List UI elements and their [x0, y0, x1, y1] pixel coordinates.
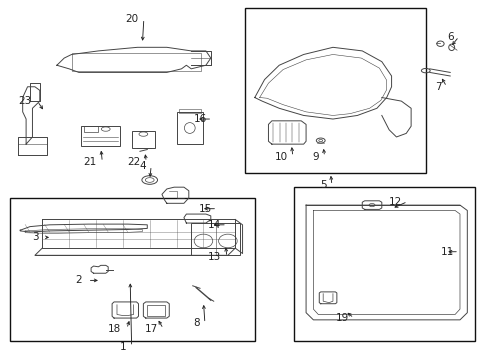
Bar [81, 126, 121, 146]
Text: 17: 17 [145, 324, 158, 334]
Bar [294, 187, 475, 341]
Text: 13: 13 [208, 252, 221, 262]
Text: 6: 6 [447, 32, 454, 41]
Bar [191, 223, 240, 255]
Bar [176, 112, 203, 144]
Bar [84, 126, 98, 132]
Text: 12: 12 [389, 197, 402, 207]
Text: 21: 21 [84, 157, 97, 167]
Text: 3: 3 [32, 232, 38, 242]
Text: 14: 14 [208, 220, 221, 230]
Text: 23: 23 [19, 96, 32, 106]
Text: 10: 10 [274, 152, 288, 162]
Text: 9: 9 [313, 152, 319, 162]
Text: 8: 8 [193, 319, 199, 328]
Text: 7: 7 [435, 82, 441, 92]
Bar [10, 198, 255, 341]
Text: 11: 11 [441, 247, 454, 257]
Text: 22: 22 [128, 157, 141, 167]
Text: 1: 1 [120, 342, 126, 352]
Text: 16: 16 [194, 114, 207, 124]
Text: 4: 4 [139, 161, 146, 171]
Bar [147, 305, 165, 316]
Text: 15: 15 [198, 204, 212, 214]
Text: 18: 18 [108, 324, 122, 334]
Bar [132, 131, 155, 148]
Bar [245, 8, 426, 173]
Text: 19: 19 [335, 313, 348, 323]
Bar [72, 53, 201, 71]
Text: 2: 2 [75, 275, 82, 285]
Text: 5: 5 [320, 180, 327, 190]
Bar [179, 109, 201, 113]
Text: 20: 20 [125, 14, 139, 24]
